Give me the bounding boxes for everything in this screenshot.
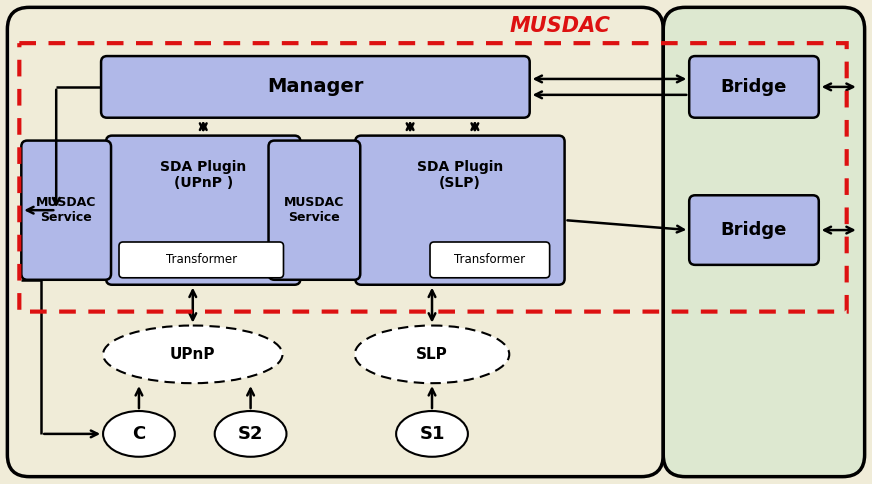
Ellipse shape — [215, 411, 287, 457]
FancyBboxPatch shape — [355, 136, 564, 285]
FancyBboxPatch shape — [119, 242, 283, 278]
FancyBboxPatch shape — [689, 56, 819, 118]
Ellipse shape — [355, 326, 509, 383]
FancyBboxPatch shape — [269, 140, 360, 280]
FancyBboxPatch shape — [21, 140, 111, 280]
FancyBboxPatch shape — [689, 195, 819, 265]
Text: S1: S1 — [419, 425, 445, 443]
Text: SLP: SLP — [416, 347, 448, 362]
Text: SDA Plugin
(SLP): SDA Plugin (SLP) — [417, 160, 503, 191]
FancyBboxPatch shape — [664, 7, 865, 477]
Ellipse shape — [103, 326, 283, 383]
Text: Bridge: Bridge — [721, 221, 787, 239]
Ellipse shape — [396, 411, 468, 457]
Text: MUSDAC
Service: MUSDAC Service — [36, 196, 97, 224]
Ellipse shape — [103, 411, 174, 457]
Text: UPnP: UPnP — [170, 347, 215, 362]
Text: MUSDAC: MUSDAC — [510, 16, 610, 36]
FancyBboxPatch shape — [7, 7, 664, 477]
Text: Transformer: Transformer — [166, 254, 237, 266]
Text: MUSDAC
Service: MUSDAC Service — [284, 196, 344, 224]
Text: SDA Plugin
(UPnP ): SDA Plugin (UPnP ) — [160, 160, 247, 191]
Text: Manager: Manager — [267, 77, 364, 96]
Text: Bridge: Bridge — [721, 78, 787, 96]
FancyBboxPatch shape — [106, 136, 301, 285]
Text: S2: S2 — [238, 425, 263, 443]
Text: Transformer: Transformer — [454, 254, 526, 266]
FancyBboxPatch shape — [430, 242, 549, 278]
Text: C: C — [133, 425, 146, 443]
FancyBboxPatch shape — [101, 56, 529, 118]
